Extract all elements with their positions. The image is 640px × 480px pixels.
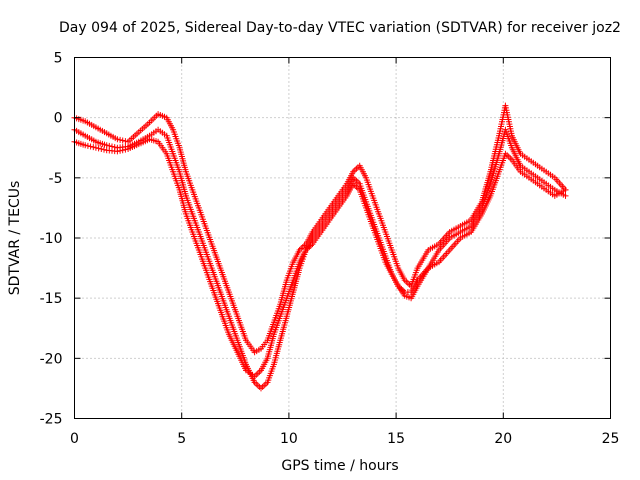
data-point xyxy=(117,147,124,154)
x-axis-label: GPS time / hours xyxy=(281,458,398,474)
data-point xyxy=(82,142,89,149)
data-point xyxy=(562,186,569,193)
y-tick-label: 5 xyxy=(54,51,63,67)
x-tick-label: 20 xyxy=(494,431,512,447)
grid-lines xyxy=(74,57,611,419)
y-axis-label: SDTVAR / TECUs xyxy=(7,181,23,296)
data-point xyxy=(119,147,126,154)
y-tick-label: -10 xyxy=(40,231,63,247)
data-point xyxy=(114,148,121,155)
y-tick-label: -20 xyxy=(40,351,63,367)
data-point xyxy=(117,136,124,143)
data-point xyxy=(122,138,129,145)
data-point xyxy=(95,145,102,152)
y-tick-label: -15 xyxy=(40,291,63,307)
data-point xyxy=(90,144,97,151)
axis-ticks xyxy=(74,57,611,419)
data-point xyxy=(101,146,107,153)
data-point xyxy=(562,192,569,199)
x-tick-labels: 0 5 10 15 20 25 xyxy=(70,431,619,447)
data-point xyxy=(84,142,91,149)
x-tick-label: 10 xyxy=(280,431,298,447)
data-point xyxy=(119,137,126,144)
data-point xyxy=(114,136,121,143)
x-tick-label: 5 xyxy=(177,431,186,447)
data-point xyxy=(87,143,94,150)
chart-title: Day 094 of 2025, Sidereal Day-to-day VTE… xyxy=(59,20,621,36)
y-tick-label: 0 xyxy=(54,111,63,127)
x-tick-label: 15 xyxy=(387,431,405,447)
data-point xyxy=(122,146,129,153)
data-point xyxy=(92,144,99,151)
x-tick-label: 0 xyxy=(70,431,79,447)
data-points xyxy=(71,102,569,392)
y-tick-label: -25 xyxy=(40,412,63,428)
x-tick-label: 25 xyxy=(602,431,620,447)
data-point xyxy=(98,146,105,152)
y-tick-labels: -25 -20 -15 -10 -5 0 5 xyxy=(40,51,63,428)
y-tick-label: -5 xyxy=(49,171,63,187)
